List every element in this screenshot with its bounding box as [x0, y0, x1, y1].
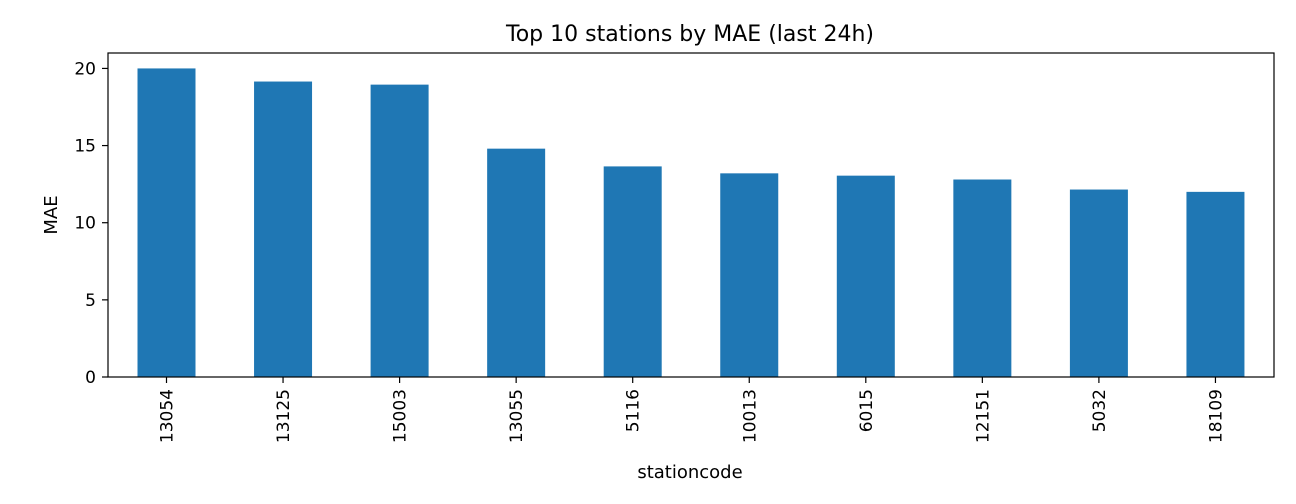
- x-tick-label: 13054: [158, 389, 178, 443]
- x-tick-label: 6015: [857, 389, 877, 432]
- chart-title: Top 10 stations by MAE (last 24h): [505, 22, 874, 47]
- bar-5032: [1069, 189, 1128, 377]
- y-axis: 0 5 10 15 20: [74, 59, 108, 388]
- bar-18109: [1186, 191, 1245, 377]
- y-tick-label: 10: [74, 214, 96, 234]
- bar-5116: [603, 166, 662, 377]
- y-tick-label: 20: [74, 59, 96, 79]
- y-tick-label: 15: [74, 137, 96, 157]
- x-axis-label: stationcode: [637, 462, 742, 483]
- x-tick-label: 10013: [740, 389, 760, 443]
- x-axis: 13054 13125 15003 13055 5116 10013 6015 12151 50…: [158, 377, 1226, 443]
- plot-frame: [107, 52, 1275, 378]
- bar-13125: [254, 81, 313, 377]
- y-axis-label: MAE: [41, 195, 62, 234]
- x-tick-label: 15003: [391, 389, 411, 443]
- x-tick-label: 5032: [1090, 389, 1110, 432]
- y-tick-label: 0: [85, 368, 96, 388]
- bar-12151: [953, 179, 1012, 377]
- x-tick-label: 18109: [1206, 389, 1226, 443]
- y-tick-label: 5: [85, 291, 96, 311]
- bar-10013: [720, 173, 779, 377]
- x-tick-label: 12151: [973, 389, 993, 443]
- bar-13054: [137, 68, 196, 378]
- bar-6015: [836, 175, 895, 377]
- bars-group: [137, 68, 1245, 378]
- bar-15003: [370, 84, 429, 377]
- x-tick-label: 5116: [624, 389, 644, 432]
- x-tick-label: 13125: [274, 389, 294, 443]
- x-tick-label: 13055: [507, 389, 527, 443]
- bar-13055: [487, 148, 546, 377]
